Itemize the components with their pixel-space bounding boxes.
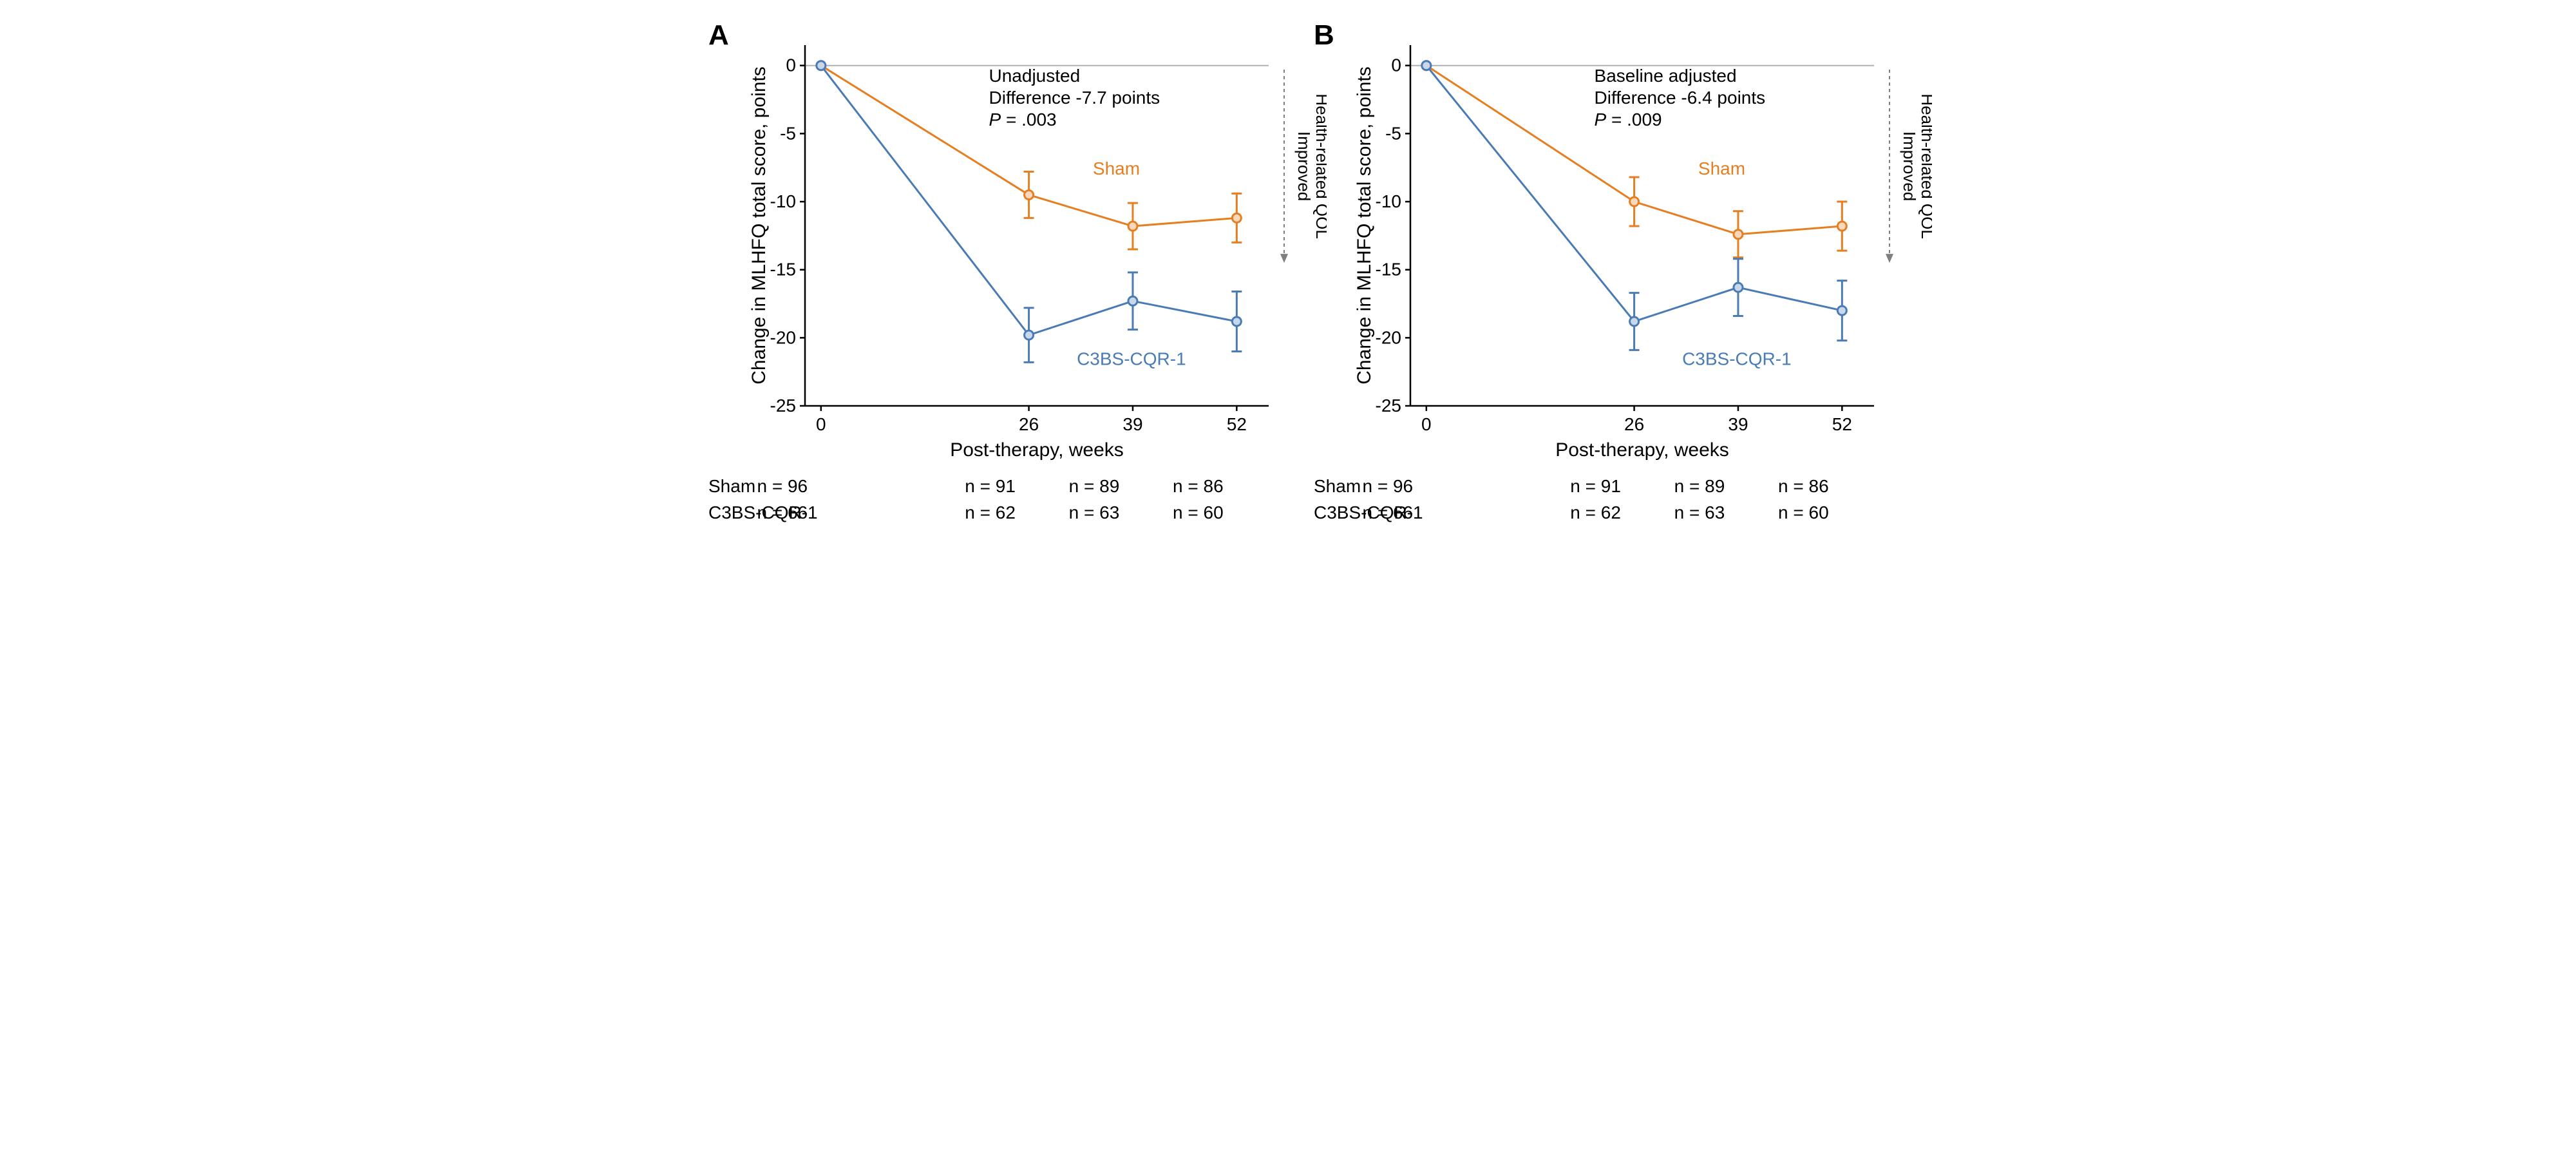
svg-text:Sham: Sham (1698, 158, 1745, 178)
svg-text:Unadjusted: Unadjusted (989, 66, 1081, 86)
svg-text:0: 0 (786, 55, 796, 75)
svg-text:n = 62: n = 62 (1570, 502, 1621, 522)
n-row: C3BS-CQR-1n = 66n = 62n = 63n = 60 (1314, 502, 1893, 525)
svg-text:Change in MLHFQ total score, p: Change in MLHFQ total score, points (1354, 66, 1375, 385)
svg-text:Health-related QOL: Health-related QOL (1918, 93, 1932, 238)
panel-label: B (1314, 19, 1334, 52)
svg-text:-5: -5 (780, 123, 796, 143)
svg-text:n = 89: n = 89 (1069, 476, 1120, 496)
svg-text:n = 66: n = 66 (1363, 502, 1414, 522)
panel-A: A 0-5-10-15-20-250263952Post-therapy, we… (708, 26, 1262, 528)
svg-text:n = 89: n = 89 (1674, 476, 1725, 496)
panel-label: A (708, 19, 729, 52)
svg-text:Improved: Improved (1900, 131, 1919, 201)
plot-area: 0 -5 -10 -15 -20 -25 0 26 39 52 Post-therapy, week… (747, 26, 1262, 528)
svg-text:-10: -10 (770, 191, 796, 211)
n-row: C3BS-CQR-1n = 66n = 62n = 63n = 60 (708, 502, 1288, 525)
svg-text:0: 0 (816, 414, 826, 434)
n-table: Shamn = 96n = 91n = 89n = 86C3BS-CQR-1n … (1314, 475, 1868, 528)
svg-text:-20: -20 (770, 327, 796, 347)
svg-text:-20: -20 (1376, 327, 1401, 347)
svg-text:39: 39 (1122, 414, 1142, 434)
svg-text:C3BS-CQR-1: C3BS-CQR-1 (1077, 349, 1186, 369)
svg-text:52: 52 (1227, 414, 1247, 434)
svg-text:-15: -15 (770, 260, 796, 280)
svg-text:Difference -6.4 points: Difference -6.4 points (1595, 88, 1766, 108)
svg-text:Change in MLHFQ total score, p: Change in MLHFQ total score, points (748, 66, 770, 385)
n-row: Shamn = 96 n = 91 n = 89 n = 86 (708, 475, 1288, 499)
svg-text:n = 96: n = 96 (757, 476, 808, 496)
svg-text:0: 0 (1391, 55, 1401, 75)
svg-text:26: 26 (1624, 414, 1644, 434)
svg-text:n = 60: n = 60 (1778, 502, 1829, 522)
svg-text:-25: -25 (770, 396, 796, 416)
svg-text:Difference -7.7 points: Difference -7.7 points (989, 88, 1160, 108)
svg-text:C3BS-CQR-1: C3BS-CQR-1 (1682, 349, 1792, 369)
svg-text:-5: -5 (1385, 123, 1401, 143)
panel-B: B 0-5-10-15-20-250263952Post-therapy, we… (1314, 26, 1868, 528)
svg-text:P = .003: P = .003 (989, 110, 1057, 129)
plot-area: 0 -5 -10 -15 -20 -25 0 26 39 52 Post-therapy, week… (1352, 26, 1868, 528)
svg-text:52: 52 (1832, 414, 1852, 434)
svg-text:n = 66: n = 66 (757, 502, 808, 522)
svg-text:Sham: Sham (708, 476, 755, 496)
svg-text:n = 96: n = 96 (1363, 476, 1414, 496)
svg-text:Post-therapy, weeks: Post-therapy, weeks (950, 439, 1124, 461)
line-chart: 0 -5 -10 -15 -20 -25 0 26 39 52 Post-therapy, week… (747, 26, 1327, 464)
svg-text:Baseline adjusted: Baseline adjusted (1595, 66, 1737, 86)
svg-text:n = 91: n = 91 (965, 476, 1016, 496)
svg-text:n = 91: n = 91 (1570, 476, 1621, 496)
svg-text:Post-therapy, weeks: Post-therapy, weeks (1555, 439, 1729, 461)
svg-text:n = 63: n = 63 (1674, 502, 1725, 522)
svg-text:26: 26 (1019, 414, 1039, 434)
svg-text:0: 0 (1421, 414, 1432, 434)
svg-text:n = 86: n = 86 (1778, 476, 1829, 496)
svg-text:Improved: Improved (1294, 131, 1314, 201)
svg-text:39: 39 (1728, 414, 1748, 434)
svg-text:-25: -25 (1376, 396, 1401, 416)
n-row: Shamn = 96 n = 91 n = 89 n = 86 (1314, 475, 1893, 499)
svg-text:-10: -10 (1376, 191, 1401, 211)
svg-text:-15: -15 (1376, 260, 1401, 280)
svg-text:n = 60: n = 60 (1173, 502, 1224, 522)
svg-text:Sham: Sham (1314, 476, 1361, 496)
svg-text:Sham: Sham (1093, 158, 1140, 178)
svg-text:n = 63: n = 63 (1069, 502, 1120, 522)
line-chart: 0 -5 -10 -15 -20 -25 0 26 39 52 Post-therapy, week… (1352, 26, 1932, 464)
svg-text:n = 86: n = 86 (1173, 476, 1224, 496)
n-table: Shamn = 96n = 91n = 89n = 86C3BS-CQR-1n … (708, 475, 1262, 528)
svg-text:P = .009: P = .009 (1595, 110, 1662, 129)
svg-text:n = 62: n = 62 (965, 502, 1016, 522)
